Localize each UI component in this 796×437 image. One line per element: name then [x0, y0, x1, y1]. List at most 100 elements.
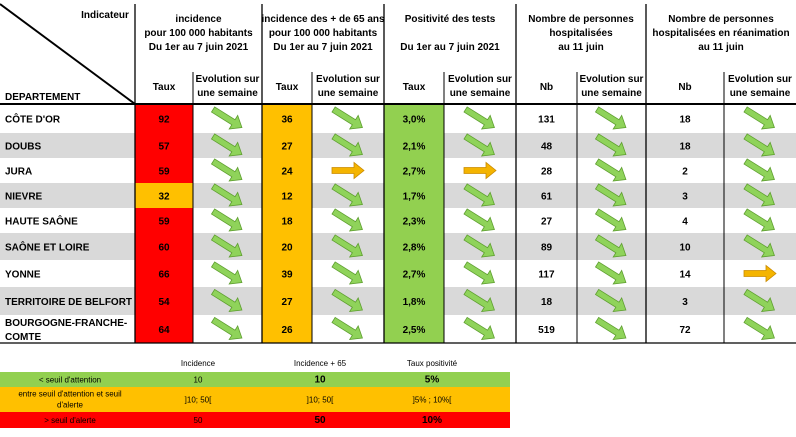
evolution-flat-icon: [331, 161, 365, 180]
value-cell: 3: [682, 297, 688, 308]
value-cell: 3: [682, 192, 688, 203]
evolution-down-icon: [210, 288, 243, 312]
value-cell: 18: [679, 142, 691, 153]
value-cell-bg: [262, 287, 312, 315]
value-cell-bg: [135, 133, 193, 158]
legend-value: ]5% ; 10%[: [413, 396, 452, 405]
legend-value: 10: [194, 376, 203, 385]
sub-header-rate: Taux: [153, 82, 176, 93]
evolution-down-icon: [743, 183, 775, 207]
value-cell: 18: [281, 217, 293, 228]
group-header-line: Positivité des tests: [405, 14, 496, 25]
value-cell-bg: [262, 133, 312, 158]
value-cell: 20: [281, 243, 293, 254]
value-cell: 92: [158, 115, 170, 126]
evolution-down-icon: [594, 316, 627, 340]
value-cell: 1,7%: [403, 192, 426, 203]
group-header-line: incidence: [175, 14, 222, 25]
value-cell: 2,5%: [403, 325, 426, 336]
sub-header-evolution: Evolution sur: [196, 74, 260, 85]
value-cell: 2,7%: [403, 167, 426, 178]
value-cell-bg: [262, 260, 312, 287]
value-cell: 10: [679, 243, 691, 254]
evolution-down-icon: [210, 208, 243, 232]
evolution-down-icon: [463, 261, 495, 285]
value-cell: 14: [679, 270, 691, 281]
value-cell: 4: [682, 217, 688, 228]
evolution-down-icon: [743, 316, 775, 340]
legend-value: ]10; 50[: [185, 396, 212, 405]
value-cell-bg: [384, 233, 444, 260]
value-cell: 61: [541, 192, 553, 203]
group-header-line: au 11 juin: [698, 42, 744, 53]
evolution-down-icon: [743, 106, 775, 130]
value-cell-bg: [135, 158, 193, 183]
evolution-down-icon: [594, 208, 627, 232]
group-header-line: hospitalisées: [549, 28, 613, 39]
legend-header: Taux positivité: [407, 359, 458, 368]
value-cell-bg: [384, 260, 444, 287]
value-cell-bg: [262, 315, 312, 343]
evolution-down-icon: [331, 261, 363, 285]
evolution-down-icon: [463, 183, 495, 207]
evolution-down-icon: [210, 133, 243, 157]
value-cell: 54: [158, 297, 170, 308]
evolution-down-icon: [743, 208, 775, 232]
evolution-down-icon: [210, 158, 243, 182]
evolution-down-icon: [594, 261, 627, 285]
evolution-down-icon: [210, 106, 243, 130]
value-cell-bg: [262, 233, 312, 260]
evolution-down-icon: [594, 234, 627, 258]
legend-value: 5%: [425, 375, 440, 386]
legend-label: < seuil d'attention: [39, 376, 101, 385]
department-label: DEPARTEMENT: [5, 92, 80, 103]
value-cell: 26: [281, 325, 293, 336]
department-name: COMTE: [5, 332, 41, 343]
sub-header-rate: Taux: [276, 82, 299, 93]
evolution-down-icon: [463, 208, 495, 232]
value-cell: 2,8%: [403, 243, 426, 254]
evolution-down-icon: [463, 106, 495, 130]
legend-row-bg: [0, 372, 510, 387]
group-header-line: Nombre de personnes: [528, 14, 634, 25]
value-cell-bg: [135, 233, 193, 260]
group-header-line: au 11 juin: [558, 42, 604, 53]
evolution-down-icon: [463, 316, 495, 340]
sub-header-rate: Nb: [678, 82, 691, 93]
value-cell: 1,8%: [403, 297, 426, 308]
value-cell-bg: [135, 315, 193, 343]
value-cell-bg: [135, 104, 193, 133]
evolution-down-icon: [210, 316, 243, 340]
indicator-label: Indicateur: [81, 10, 129, 21]
sub-header-evolution: une semaine: [730, 88, 791, 99]
value-cell: 27: [281, 142, 293, 153]
value-cell: 117: [538, 270, 555, 281]
legend-label: entre seuil d'attention et seuil: [18, 390, 122, 399]
value-cell: 2,7%: [403, 270, 426, 281]
legend-label: d'alerte: [57, 401, 84, 410]
department-name: NIEVRE: [5, 192, 43, 203]
evolution-down-icon: [331, 234, 363, 258]
evolution-down-icon: [743, 133, 775, 157]
evolution-down-icon: [463, 133, 495, 157]
evolution-down-icon: [331, 316, 363, 340]
department-name: CÔTE D'OR: [5, 113, 61, 126]
group-header-line: Du 1er au 7 juin 2021: [149, 42, 249, 53]
value-cell: 2,3%: [403, 217, 426, 228]
evolution-down-icon: [594, 106, 627, 130]
value-cell-bg: [384, 158, 444, 183]
evolution-down-icon: [594, 158, 627, 182]
sub-header-evolution: une semaine: [318, 88, 379, 99]
value-cell: 2,1%: [403, 142, 426, 153]
value-cell: 57: [158, 142, 170, 153]
value-cell-bg: [384, 104, 444, 133]
legend-value: 50: [194, 416, 203, 425]
sub-header-evolution: une semaine: [197, 88, 258, 99]
value-cell: 72: [679, 325, 691, 336]
group-header-line: Du 1er au 7 juin 2021: [400, 42, 500, 53]
value-cell: 48: [541, 142, 553, 153]
value-cell: 64: [158, 325, 170, 336]
value-cell: 66: [158, 270, 170, 281]
value-cell: 36: [281, 115, 293, 126]
